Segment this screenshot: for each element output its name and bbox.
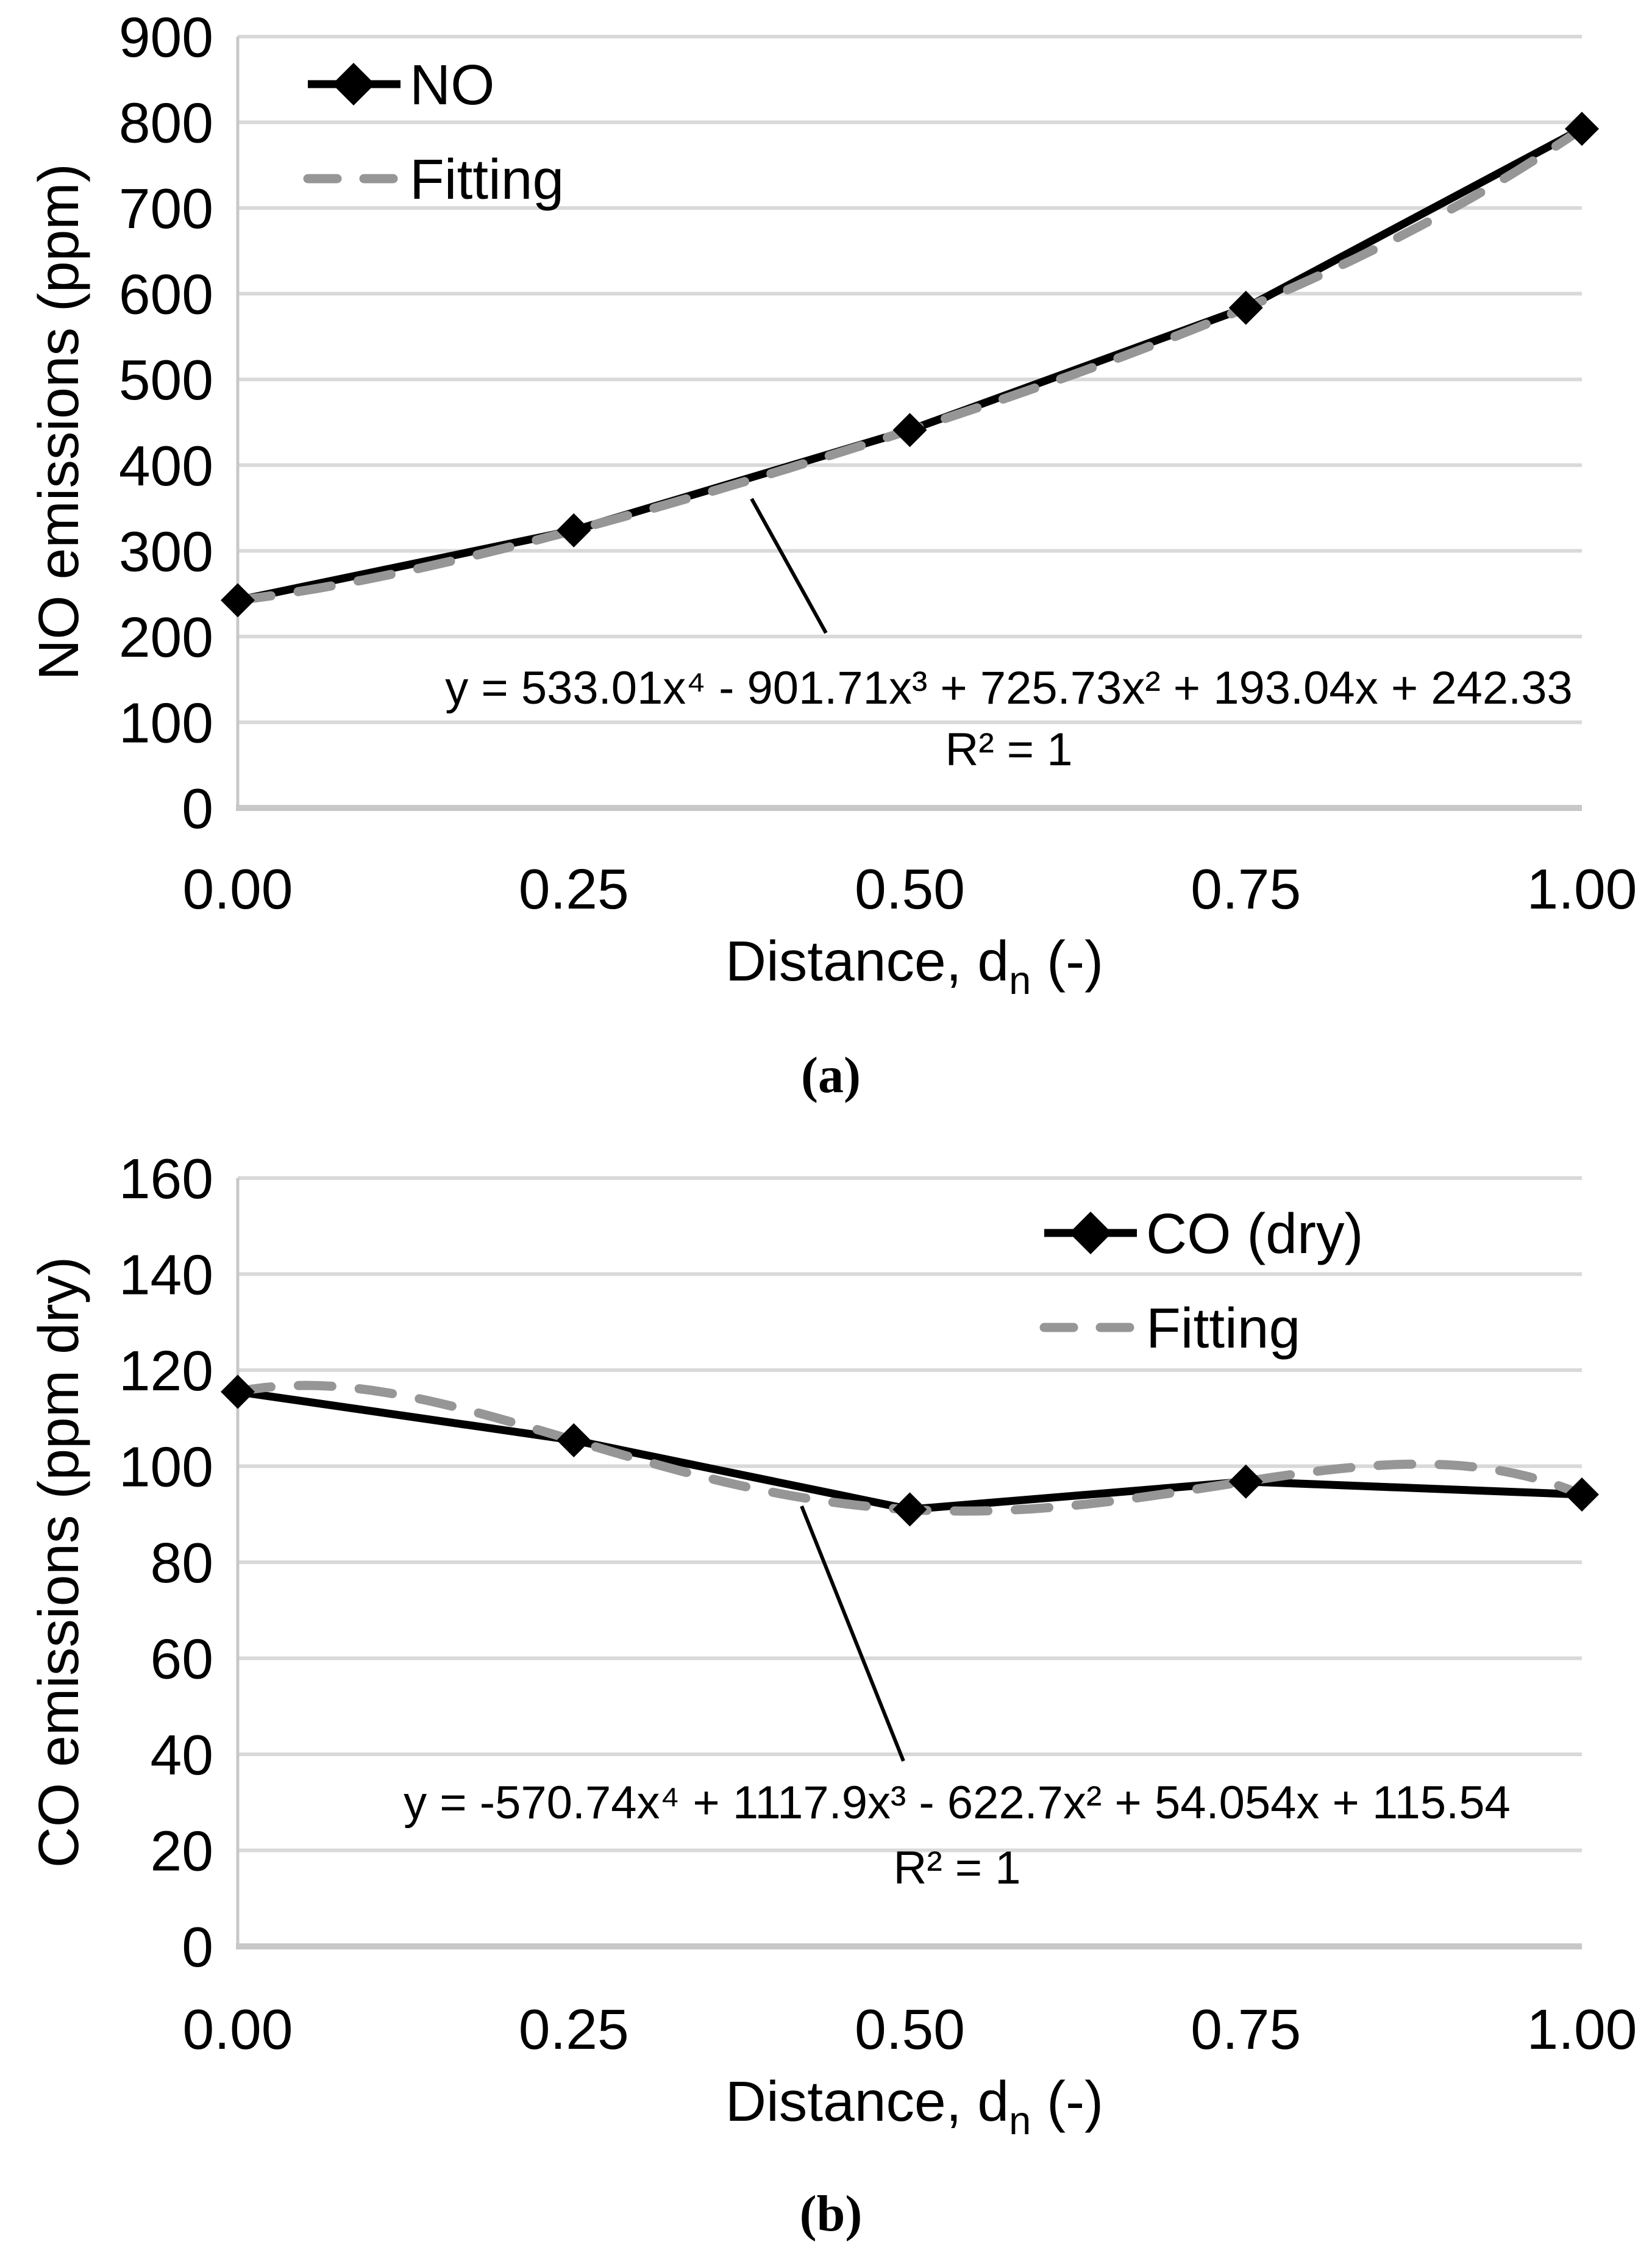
y-tick-label: 200 [119,606,213,669]
data-marker-diamond-icon [1565,112,1599,146]
x-axis-title-b-end: (-) [1031,2070,1103,2133]
data-marker-diamond-icon [557,1423,591,1457]
x-axis-title-b: Distance, dn (-) [725,2070,1103,2143]
y-tick-label: 20 [151,1820,213,1883]
y-tick-label: 700 [119,177,213,240]
data-marker-diamond-icon [1228,290,1263,325]
annotation-b: y = -570.74x⁴ + 1117.9x³ - 622.7x² + 54.… [404,1505,1511,1894]
y-tick-label: 100 [119,1435,213,1499]
gridlines-b [238,1176,1582,1852]
data-marker-diamond-icon [221,583,255,618]
legend-b-entry-fitting: Fitting [1039,1296,1300,1360]
x-tick-label: 0.75 [1191,857,1301,921]
axes-b [236,1178,1582,1949]
x-tick-label: 0.75 [1191,1998,1301,2061]
caption-b: (b) [800,2185,863,2242]
y-tick-labels-b: 0 20 40 60 80 100 120 140 160 [119,1147,213,1979]
y-tick-label: 900 [119,5,213,69]
x-tick-label: 0.25 [519,1998,629,2061]
x-axis-title-a-end: (-) [1031,929,1103,993]
chart-b: 0 20 40 60 80 100 120 140 160 0.00 0.25 0.50 0.75 1.… [27,1147,1637,2242]
y-tick-label: 600 [119,263,213,326]
plot-series-a [221,112,1599,618]
y-tick-label: 400 [119,434,213,498]
y-tick-label: 120 [119,1339,213,1402]
annotation-leader-line-a [750,498,828,634]
legend-b: CO (dry) Fitting [1039,1202,1363,1360]
y-tick-label: 800 [119,91,213,155]
x-tick-label: 0.00 [182,857,293,921]
annotation-a: y = 533.01x⁴ - 901.71x³ + 725.73x² + 193… [445,498,1573,776]
legend-a: NO Fitting [303,53,564,211]
data-marker-diamond-icon [892,413,927,448]
y-tick-label: 140 [119,1243,213,1307]
y-tick-label: 0 [182,1915,213,1979]
axes-a [236,37,1582,811]
chart-a: 0 100 200 300 400 500 600 700 800 900 0.00 0.25 0.5… [27,5,1637,1104]
x-axis-title-a-main: Distance, d [725,929,1009,993]
data-marker-diamond-icon [221,1374,255,1409]
legend-b-co-label: CO (dry) [1146,1202,1363,1265]
x-tick-label: 1.00 [1526,1998,1637,2061]
y-tick-labels-a: 0 100 200 300 400 500 600 700 800 900 [119,5,213,840]
y-tick-label: 0 [182,777,213,840]
y-tick-label: 160 [119,1147,213,1210]
x-axis-title-a: Distance, dn (-) [725,929,1103,1002]
data-marker-diamond-icon [1228,1464,1263,1499]
legend-b-fitting-label: Fitting [1146,1296,1300,1360]
x-axis-title-b-sub: n [1009,2098,1031,2143]
gridlines-a [238,35,1582,724]
x-tick-label: 0.25 [519,857,629,921]
x-tick-label: 0.50 [855,1998,965,2061]
r-squared-a: R² = 1 [945,724,1072,776]
x-tick-label: 1.00 [1526,857,1637,921]
data-marker-diamond-icon [892,1492,927,1527]
y-axis-title-a: NO emissions (ppm) [27,163,90,681]
y-tick-label: 100 [119,691,213,754]
legend-a-no-diamond-marker-icon [332,63,375,105]
y-tick-label: 60 [151,1627,213,1691]
data-marker-diamond-icon [557,513,591,548]
legend-b-entry-co: CO (dry) [1044,1202,1363,1265]
r-squared-b: R² = 1 [893,1842,1020,1894]
legend-a-entry-no: NO [308,53,495,116]
x-tick-labels-a: 0.00 0.25 0.50 0.75 1.00 [182,857,1637,921]
y-tick-label: 500 [119,348,213,412]
x-axis-title-b-main: Distance, d [725,2070,1009,2133]
y-tick-label: 80 [151,1531,213,1595]
y-axis-title-b: CO emissions (ppm dry) [27,1257,90,1868]
legend-a-fitting-label: Fitting [410,148,564,211]
caption-a: (a) [801,1047,861,1104]
series-line [237,1388,1583,1513]
y-tick-label: 40 [151,1723,213,1787]
x-axis-title-a-sub: n [1009,958,1031,1002]
legend-b-co-diamond-marker-icon [1069,1212,1112,1254]
fit-curve [233,1381,1587,1516]
data-marker-diamond-icon [1565,1477,1599,1512]
legend-a-entry-fitting: Fitting [303,148,564,211]
fit-equation-a: y = 533.01x⁴ - 901.71x³ + 725.73x² + 193… [445,662,1573,714]
x-tick-label: 0.50 [855,857,965,921]
y-tick-label: 300 [119,520,213,583]
x-tick-label: 0.00 [182,1998,293,2061]
legend-a-no-label: NO [410,53,495,116]
x-tick-labels-b: 0.00 0.25 0.50 0.75 1.00 [182,1998,1637,2061]
fit-equation-b: y = -570.74x⁴ + 1117.9x³ - 622.7x² + 54.… [404,1777,1511,1829]
annotation-leader-line-b [800,1505,905,1762]
plot-series-b [221,1374,1599,1527]
